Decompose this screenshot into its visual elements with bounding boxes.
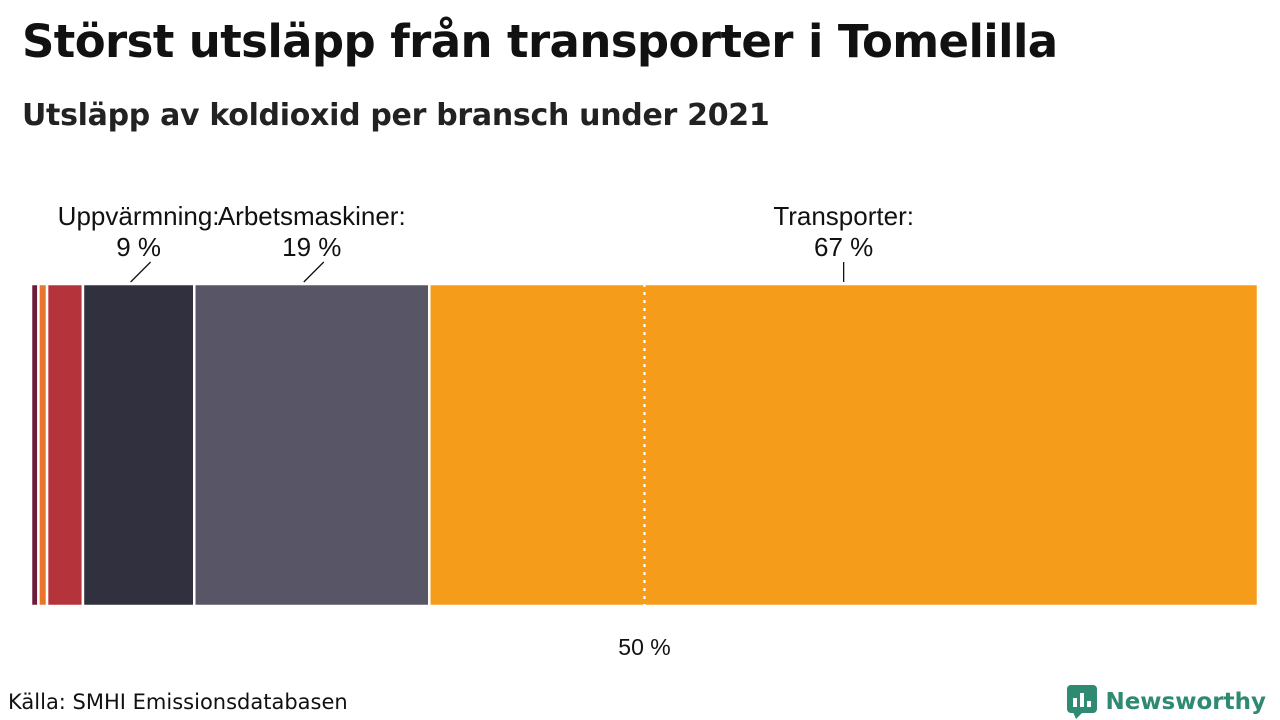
segment-label-uppvärmning: Uppvärmning: [58,201,220,231]
bar-segment-transporter [428,282,1260,608]
brand-name: Newsworthy [1105,689,1266,715]
reference-line-label: 50 % [618,634,670,660]
stacked-bar-chart: Uppvärmning:9 % Arbetsmaskiner:19 % Transp… [29,201,1260,660]
chart-title: Störst utsläpp från transporter i Tomeli… [22,15,1058,68]
brand[interactable]: Newsworthy [1067,684,1266,720]
bar-segment-arbetsmaskiner [193,282,431,608]
segment-label-arbetsmaskiner: Arbetsmaskiner: [218,201,406,231]
bar-segment-uppvärmning [81,282,196,608]
leader-line-arbetsmaskiner [303,261,325,283]
leader-line-uppvärmning [130,261,152,283]
segment-value-transporter: 67 % [814,232,873,262]
segment-label-transporter: Transporter: [773,201,914,231]
segment-value-arbetsmaskiner: 19 % [282,232,341,262]
chart-subtitle: Utsläpp av koldioxid per bransch under 2… [22,98,770,133]
source-note: Källa: SMHI Emissionsdatabasen [8,690,348,714]
newsworthy-logo-icon [1067,685,1098,719]
bar-segment-minor-1 [37,282,49,608]
segment-value-uppvärmning: 9 % [116,232,161,262]
bar-segment-minor-2 [45,282,85,608]
